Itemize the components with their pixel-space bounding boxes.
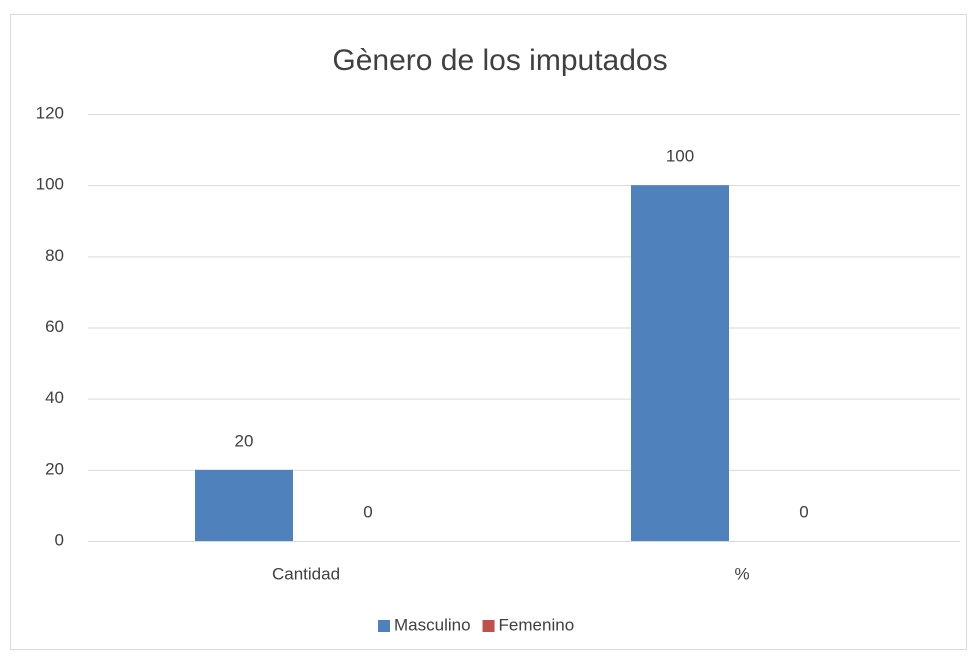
y-tick-label: 40 (45, 388, 64, 407)
data-label: 0 (799, 502, 808, 521)
legend-label: Femenino (499, 615, 575, 634)
y-tick-label: 80 (45, 246, 64, 265)
legend-swatch (482, 620, 495, 632)
y-tick-label: 0 (55, 530, 64, 549)
y-tick-label: 120 (36, 103, 64, 122)
bar (195, 469, 293, 541)
bar (631, 185, 729, 541)
x-tick-label: % (734, 564, 749, 583)
legend-swatch (378, 620, 390, 632)
chart-border (10, 14, 967, 650)
data-label: 20 (235, 431, 254, 450)
x-tick-label: Cantidad (272, 564, 340, 583)
y-tick-label: 20 (45, 459, 64, 478)
chart-title: Gènero de los imputados (332, 44, 667, 77)
y-tick-label: 60 (45, 317, 64, 336)
y-tick-label: 100 (36, 175, 64, 194)
data-label: 0 (363, 502, 372, 521)
legend-label: Masculino (394, 615, 471, 634)
data-label: 100 (666, 147, 694, 166)
